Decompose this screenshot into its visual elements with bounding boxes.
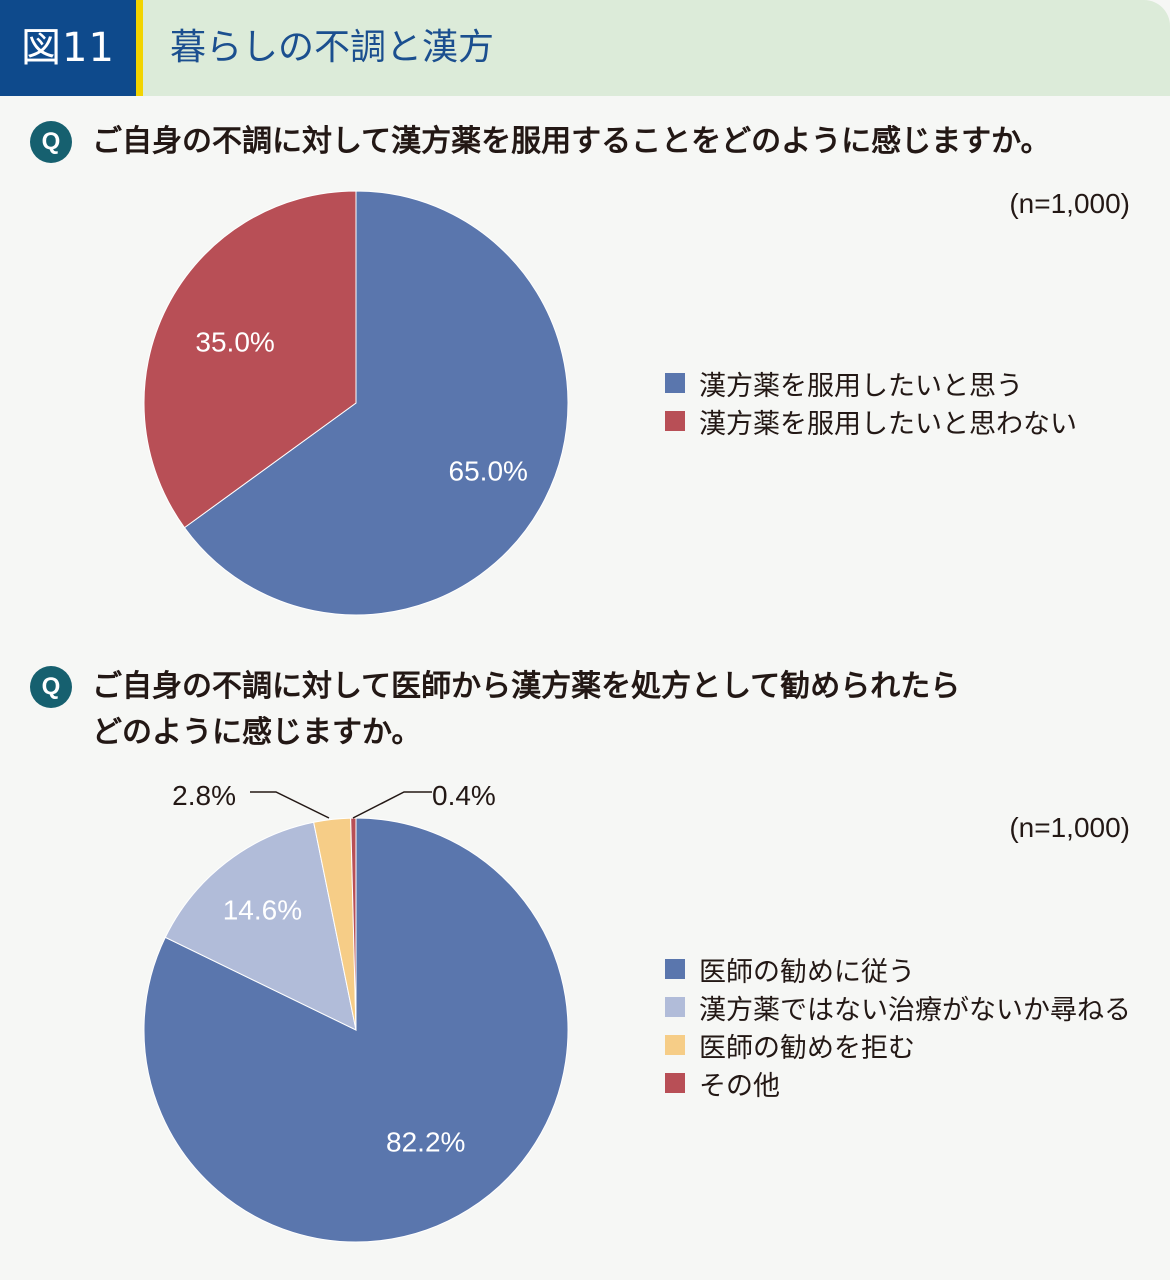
pie-slice [143, 817, 569, 1243]
pie-slice [164, 821, 357, 1031]
slice-value-label: 2.8% [172, 780, 236, 811]
question-2-text-line-1: ご自身の不調に対して医師から漢方薬を処方として勧められたら [92, 669, 961, 704]
callout-leader-line [250, 791, 330, 819]
legend-swatch [665, 373, 685, 393]
legend-item: 漢方薬ではない治療がないか尋ねる [665, 988, 1131, 1026]
pie-slice [183, 190, 569, 616]
legend-swatch [665, 959, 685, 979]
slice-value-label: 0.4% [432, 780, 496, 811]
question-1-text: ご自身の不調に対して漢方薬を服用することをどのように感じますか。 [92, 124, 1051, 159]
legend-1: 漢方薬を服用したいと思う漢方薬を服用したいと思わない [665, 364, 1077, 440]
pie-slice [143, 190, 357, 529]
legend-swatch [665, 411, 685, 431]
legend-label: 漢方薬ではない治療がないか尋ねる [699, 994, 1131, 1026]
q-badge-icon: Q [30, 666, 72, 708]
sample-size-label-2: (n=1,000) [1009, 812, 1130, 843]
legend-swatch [665, 1073, 685, 1093]
legend-item: 医師の勧めに従う [665, 950, 1131, 988]
slice-value-label: 65.0% [449, 455, 528, 486]
legend-label: 医師の勧めに従う [699, 956, 915, 988]
legend-item: その他 [665, 1064, 1131, 1102]
figure-header: 図11 暮らしの不調と漢方 [0, 0, 1170, 96]
legend-label: その他 [699, 1070, 780, 1102]
legend-label: 医師の勧めを拒む [699, 1032, 915, 1064]
slice-value-label: 35.0% [195, 326, 274, 357]
q-badge-icon: Q [30, 121, 72, 163]
legend-label: 漢方薬を服用したいと思わない [699, 408, 1077, 440]
legend-2: 医師の勧めに従う漢方薬ではない治療がないか尋ねる 医師の勧めを拒む その他 [665, 950, 1131, 1102]
sample-size-label-1: (n=1,000) [1009, 188, 1130, 219]
accent-stripe [136, 0, 143, 96]
callout-leader-line [352, 791, 432, 819]
legend-swatch [665, 1035, 685, 1055]
figure-title: 暮らしの不調と漢方 [170, 27, 495, 68]
slice-value-label: 14.6% [223, 894, 302, 925]
legend-item: 漢方薬を服用したいと思わない [665, 402, 1077, 440]
legend-item: 医師の勧めを拒む [665, 1026, 1131, 1064]
figure-number-label: 図11 [0, 0, 136, 96]
slice-value-label: 82.2% [386, 1126, 465, 1157]
question-2-text-line-2: どのように感じますか。 [92, 715, 422, 750]
legend-label: 漢方薬を服用したいと思う [699, 370, 1023, 402]
pie-chart-1: 65.0% 35.0% [143, 190, 569, 616]
legend-swatch [665, 997, 685, 1017]
legend-item: 漢方薬を服用したいと思う [665, 364, 1077, 402]
